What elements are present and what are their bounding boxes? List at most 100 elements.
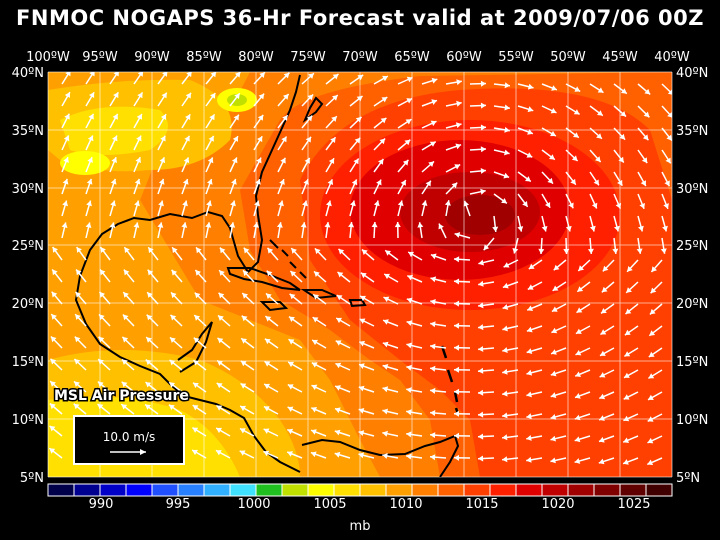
wind-arrowhead bbox=[87, 157, 93, 163]
wind-arrowhead bbox=[512, 248, 519, 254]
wind-arrowhead bbox=[406, 342, 412, 349]
wind-arrowhead bbox=[360, 272, 367, 279]
wind-arrowhead bbox=[660, 248, 667, 254]
wind-arrowhead bbox=[663, 203, 669, 209]
wind-arrowhead bbox=[573, 109, 580, 115]
wind-arrowhead bbox=[551, 85, 557, 91]
wind-arrowhead bbox=[158, 200, 164, 207]
wind-arrowhead bbox=[454, 410, 459, 417]
wind-arrowhead bbox=[219, 247, 226, 254]
wind-arrowhead bbox=[454, 322, 460, 329]
wind-arrowhead bbox=[430, 454, 436, 461]
wind-arrowhead bbox=[526, 435, 532, 441]
wind-arrowhead bbox=[137, 92, 143, 99]
wind-arrowhead bbox=[160, 114, 167, 120]
wind-arrowhead bbox=[651, 266, 657, 272]
wind-arrowhead bbox=[636, 248, 643, 254]
wind-arrowhead bbox=[76, 269, 82, 276]
wind-arrowhead bbox=[430, 120, 437, 127]
wind-arrowhead bbox=[478, 259, 484, 266]
wind-key-arrowhead bbox=[140, 449, 146, 455]
wind-arrowhead bbox=[305, 136, 311, 143]
wind-arrowhead bbox=[336, 317, 342, 324]
wind-arrowhead bbox=[113, 72, 119, 77]
wind-arrowhead bbox=[231, 179, 237, 185]
wind-arrowhead bbox=[266, 270, 273, 277]
wind-arrowhead bbox=[354, 137, 361, 144]
wind-arrowhead bbox=[502, 304, 509, 310]
wind-arrowhead bbox=[355, 116, 362, 123]
wind-arrowhead bbox=[593, 179, 599, 186]
wind-arrowhead bbox=[356, 96, 363, 102]
wind-arrowhead bbox=[185, 114, 191, 121]
wind-arrowhead bbox=[253, 222, 259, 228]
wind-arrowhead bbox=[358, 430, 365, 436]
lon-label: 85ºW bbox=[186, 50, 222, 65]
wind-arrowhead bbox=[574, 86, 581, 92]
wind-arrowhead bbox=[382, 386, 389, 393]
wind-arrowhead bbox=[527, 284, 534, 290]
wind-arrowhead bbox=[431, 77, 438, 84]
wind-arrowhead bbox=[64, 92, 70, 98]
wind-arrowhead bbox=[281, 136, 287, 143]
wind-arrowhead bbox=[334, 429, 341, 436]
wind-arrowhead bbox=[158, 178, 165, 185]
wind-arrowhead bbox=[311, 362, 318, 368]
wind-arrowhead bbox=[256, 157, 262, 164]
wind-arrowhead bbox=[113, 92, 119, 99]
wind-arrowhead bbox=[454, 366, 460, 373]
wind-arrowhead bbox=[112, 113, 118, 120]
wind-arrowhead bbox=[612, 248, 619, 254]
wind-arrowhead bbox=[207, 157, 214, 164]
wind-arrowhead bbox=[405, 119, 412, 125]
legend-tick-label: 1010 bbox=[389, 497, 422, 512]
wind-arrowhead bbox=[289, 316, 295, 322]
wind-arrowhead bbox=[550, 370, 557, 377]
latitude-labels-right: 40ºN 35ºN 30ºN 25ºN 20ºN 15ºN 10ºN 5ºN bbox=[676, 66, 708, 486]
wind-arrowhead bbox=[264, 383, 270, 390]
wind-arrowhead bbox=[73, 403, 80, 410]
wind-arrowhead bbox=[162, 72, 168, 77]
wind-arrowhead bbox=[406, 76, 413, 83]
wind-arrowhead bbox=[358, 452, 364, 459]
wind-arrowhead bbox=[503, 172, 510, 179]
wind-arrowhead bbox=[454, 300, 460, 307]
wind-arrowhead bbox=[650, 287, 657, 294]
wind-arrowhead bbox=[649, 330, 656, 336]
wind-arrowhead bbox=[194, 315, 200, 321]
legend-swatch bbox=[645, 483, 673, 497]
wind-arrowhead bbox=[406, 387, 412, 393]
wind-arrowhead bbox=[193, 360, 200, 366]
wind-arrowhead bbox=[382, 341, 389, 348]
wind-arrowhead bbox=[502, 434, 508, 441]
wind-arrowhead bbox=[184, 135, 190, 142]
wind-arrowhead bbox=[406, 297, 413, 304]
wind-arrowhead bbox=[430, 343, 436, 350]
wind-arrowhead bbox=[406, 98, 413, 104]
wind-arrowhead bbox=[121, 381, 128, 388]
lon-label: 50ºW bbox=[550, 50, 586, 65]
legend-swatch bbox=[411, 483, 439, 497]
wind-arrowhead bbox=[571, 155, 578, 161]
wind-arrowhead bbox=[52, 247, 58, 253]
wind-arrowhead bbox=[311, 429, 317, 435]
wind-arrowhead bbox=[602, 265, 609, 272]
wind-arrowhead bbox=[430, 299, 436, 305]
wind-arrowhead bbox=[133, 222, 140, 228]
legend-swatch bbox=[73, 483, 101, 497]
wind-arrowhead bbox=[597, 110, 603, 116]
pressure-legend bbox=[47, 483, 673, 497]
wind-arrowhead bbox=[425, 180, 431, 187]
legend-swatch bbox=[99, 483, 127, 497]
wind-arrowhead bbox=[454, 164, 461, 170]
wind-arrowhead bbox=[517, 226, 524, 232]
wind-arrowhead bbox=[647, 416, 654, 422]
wind-arrowhead bbox=[100, 247, 106, 253]
wind-arrowhead bbox=[625, 308, 632, 314]
wind-arrowhead bbox=[98, 359, 104, 365]
wind-arrowhead bbox=[278, 200, 284, 207]
wind-arrowhead bbox=[240, 405, 246, 412]
wind-arrowhead bbox=[430, 276, 437, 283]
wind-arrowhead bbox=[526, 348, 533, 354]
wind-arrowhead bbox=[624, 372, 630, 378]
